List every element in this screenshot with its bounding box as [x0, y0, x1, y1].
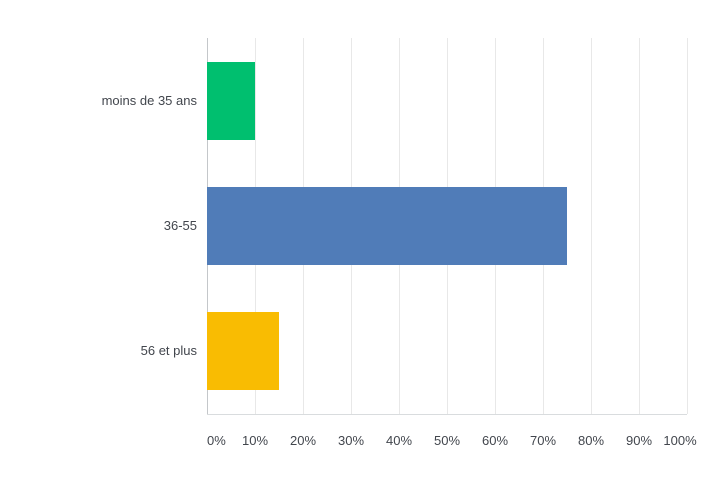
category-label-moins-de-35-ans: moins de 35 ans [101, 92, 197, 108]
x-tick-label: 80% [577, 433, 605, 448]
x-tick-label: 10% [241, 433, 269, 448]
bar-56-et-plus [207, 312, 279, 391]
plot-area: moins de 35 ans 36-55 56 et plus [102, 38, 688, 415]
x-axis: 0% 10% 20% 30% 40% 50% 60% 70% 80% 90% 100% [0, 433, 709, 449]
bar-row: 56 et plus [141, 289, 687, 414]
x-tick-label: 50% [433, 433, 461, 448]
x-axis-baseline [207, 414, 687, 415]
gridline [639, 38, 640, 414]
bar-row: moins de 35 ans [102, 38, 687, 163]
x-tick-label: 90% [625, 433, 653, 448]
bar-row: 36-55 [164, 163, 687, 288]
category-label-56-et-plus: 56 et plus [140, 343, 197, 359]
x-tick-label: 20% [289, 433, 317, 448]
gridline [591, 38, 592, 414]
x-tick-label: 30% [337, 433, 365, 448]
x-tick-label: 0% [207, 433, 226, 448]
bar-36-55 [207, 186, 567, 265]
x-tick-label: 40% [385, 433, 413, 448]
bar-moins-de-35-ans [207, 61, 255, 140]
gridline [687, 38, 688, 414]
x-tick-label: 60% [481, 433, 509, 448]
x-tick-label: 100% [663, 433, 697, 448]
category-label-36-55: 36-55 [163, 217, 197, 233]
x-tick-label: 70% [529, 433, 557, 448]
